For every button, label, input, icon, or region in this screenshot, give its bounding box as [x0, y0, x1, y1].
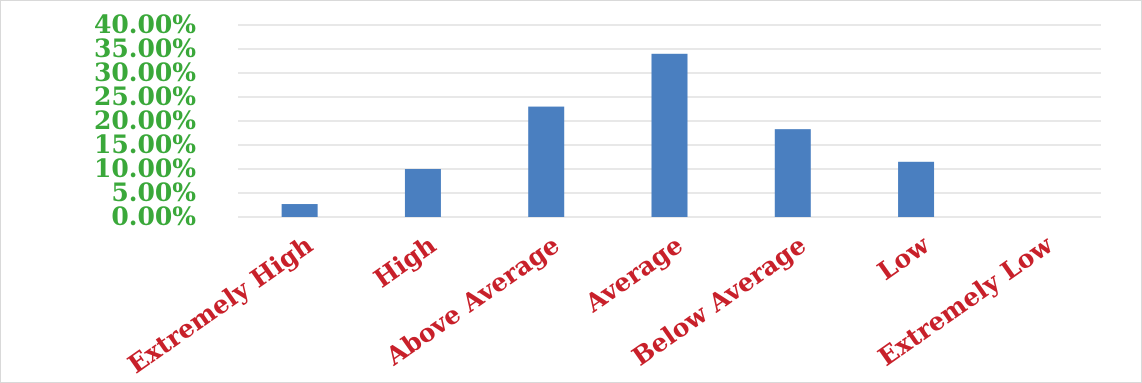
- y-tick-label: 25.00%: [94, 82, 196, 111]
- bar: [281, 204, 318, 217]
- x-tick-label: High: [368, 230, 441, 293]
- y-tick-label: 5.00%: [111, 178, 196, 207]
- bar: [528, 106, 565, 217]
- y-tick-label: 20.00%: [94, 106, 196, 135]
- y-tick-label: 30.00%: [94, 58, 196, 87]
- bar: [774, 129, 811, 217]
- bar: [404, 169, 441, 217]
- x-tick-label: Average: [579, 230, 688, 318]
- bar: [898, 161, 935, 217]
- x-tick-label: Low: [872, 229, 936, 286]
- y-tick-label: 40.00%: [94, 10, 196, 39]
- bar: [651, 53, 688, 217]
- y-axis-tick-labels: 0.00%5.00%10.00%15.00%20.00%25.00%30.00%…: [94, 10, 196, 231]
- y-tick-label: 35.00%: [94, 34, 196, 63]
- y-tick-label: 10.00%: [94, 154, 196, 183]
- y-tick-label: 0.00%: [111, 202, 196, 231]
- y-tick-label: 15.00%: [94, 130, 196, 159]
- bars: [281, 53, 935, 217]
- x-tick-label: Extremely High: [123, 230, 319, 379]
